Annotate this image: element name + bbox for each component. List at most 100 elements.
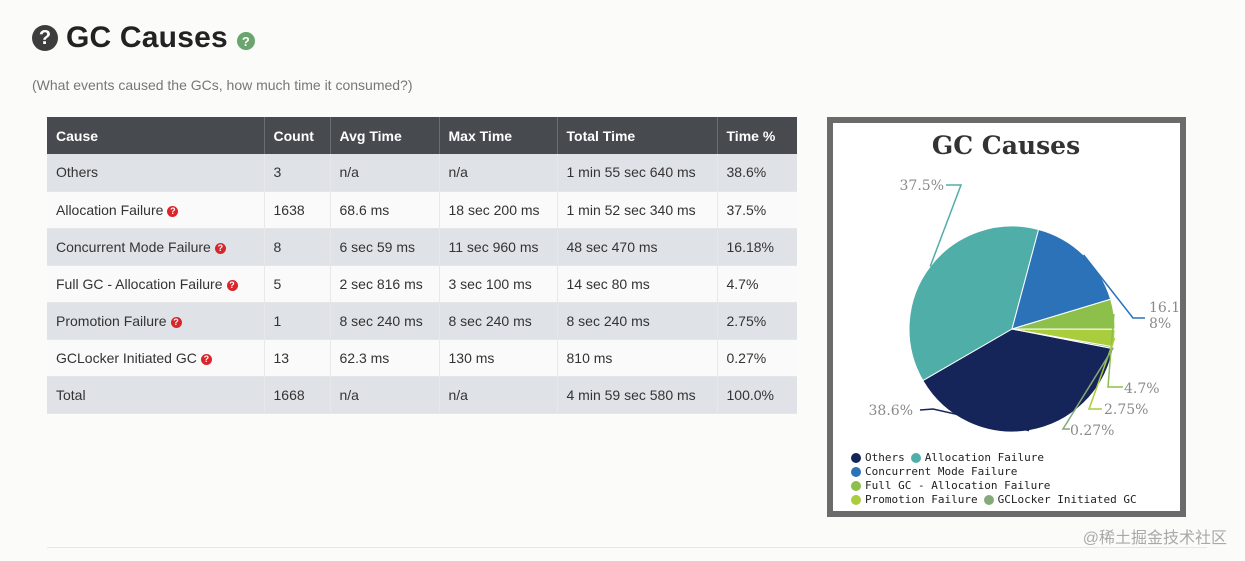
- column-header-total-time: Total Time: [557, 117, 718, 154]
- cell-max-time-text: 130 ms: [448, 349, 495, 366]
- cell-avg-time: n/a: [330, 376, 440, 414]
- table-row: Allocation Failure? 1638 68.6 ms 18 sec 200…: [47, 191, 797, 229]
- legend-swatch: [910, 453, 921, 463]
- cell-count: 1668: [264, 376, 331, 414]
- column-header-count: Count: [264, 117, 331, 154]
- cell-cause: Allocation Failure?: [47, 191, 265, 229]
- legend-item[interactable]: GCLocker Initiated GC: [983, 493, 1137, 507]
- pie-leader-line: [919, 408, 1030, 432]
- cell-max-time: n/a: [439, 154, 558, 192]
- chart-legend: Others Allocation Failure Concurrent Mod…: [851, 451, 1143, 507]
- cell-avg-time-text: 6 sec 59 ms: [339, 238, 415, 255]
- cell-avg-time: n/a: [330, 154, 440, 192]
- help-circle-icon[interactable]: ?: [226, 279, 238, 291]
- legend-label: Promotion Failure: [865, 493, 978, 506]
- watermark: @稀土掘金技术社区: [1082, 530, 1227, 547]
- legend-label: Others: [865, 451, 905, 464]
- legend-label: Full GC - Allocation Failure: [865, 479, 1051, 492]
- pie-data-label: 16.1 8%: [1149, 300, 1180, 332]
- column-header-max-time: Max Time: [439, 117, 558, 154]
- section-header: ? GC Causes ?: [32, 20, 255, 56]
- cell-total-time-text: 1 min 52 sec 340 ms: [566, 201, 696, 218]
- cell-total-time: 4 min 59 sec 580 ms: [557, 376, 718, 414]
- cell-time-percent-text: 4.7%: [726, 275, 759, 292]
- cell-cause: Full GC - Allocation Failure?: [47, 265, 265, 303]
- cell-max-time-text: 3 sec 100 ms: [448, 275, 532, 292]
- cell-time-percent-text: 2.75%: [726, 312, 767, 329]
- cell-total-time: 1 min 52 sec 340 ms: [557, 191, 718, 229]
- cell-total-time-text: 4 min 59 sec 580 ms: [566, 386, 696, 403]
- cell-cause: Promotion Failure?: [47, 302, 265, 340]
- page-subtitle: (What events caused the GCs, how much ti…: [32, 77, 413, 93]
- cell-time-percent: 2.75%: [717, 302, 797, 340]
- legend-row: Others Allocation Failure: [851, 451, 1143, 465]
- cell-cause-text: Total: [56, 386, 86, 403]
- cell-time-percent-text: 38.6%: [726, 164, 767, 181]
- cell-max-time-text: n/a: [448, 164, 468, 181]
- cell-avg-time-text: 2 sec 816 ms: [339, 275, 423, 292]
- cell-avg-time: 2 sec 816 ms: [330, 265, 440, 303]
- legend-label: GCLocker Initiated GC: [997, 493, 1137, 506]
- cell-total-time-text: 8 sec 240 ms: [566, 312, 650, 329]
- cell-max-time: 18 sec 200 ms: [439, 191, 558, 229]
- cell-time-percent-text: 37.5%: [726, 201, 767, 218]
- help-circle-icon[interactable]: ?: [167, 205, 179, 217]
- cell-total-time-text: 1 min 55 sec 640 ms: [566, 164, 696, 181]
- cell-cause-text: Others: [56, 164, 99, 181]
- cell-avg-time-text: 62.3 ms: [339, 349, 390, 366]
- cell-total-time-text: 48 sec 470 ms: [566, 238, 658, 255]
- help-icon[interactable]: ?: [32, 25, 58, 51]
- pie-chart-svg: GC Causes 38.6% 37.5% 16.1 8% 4.7% 2.75% 0.27%: [869, 131, 1180, 439]
- cell-avg-time: 62.3 ms: [330, 339, 440, 377]
- help-circle-icon[interactable]: ?: [200, 353, 212, 365]
- cell-count-text: 8: [273, 238, 282, 255]
- pie-slice[interactable]: [922, 328, 1114, 433]
- legend-swatch: [851, 467, 861, 477]
- cell-time-percent: 100.0%: [717, 376, 797, 414]
- cell-total-time-text: 810 ms: [566, 349, 613, 366]
- table-body: Others 3 n/a n/a 1 min 55 sec 640 ms 38.6% All…: [47, 154, 797, 414]
- cell-time-percent: 38.6%: [717, 154, 797, 192]
- cell-count-text: 3: [273, 164, 282, 181]
- help-circle-icon[interactable]: ?: [170, 316, 182, 328]
- legend-item[interactable]: Promotion Failure: [851, 493, 978, 507]
- cell-time-percent-text: 16.18%: [726, 238, 774, 255]
- legend-item[interactable]: Allocation Failure: [910, 451, 1044, 465]
- cell-cause-text: Allocation Failure: [56, 201, 164, 218]
- cell-max-time: 11 sec 960 ms: [439, 228, 558, 266]
- help-circle-icon[interactable]: ?: [214, 242, 226, 254]
- cell-count-text: 1: [273, 312, 282, 329]
- legend-swatch: [851, 481, 861, 491]
- pie-leader-line: [929, 184, 963, 267]
- legend-item[interactable]: Others: [851, 451, 905, 465]
- pie-leader-line: [1061, 347, 1114, 430]
- cell-avg-time: 6 sec 59 ms: [330, 228, 440, 266]
- cell-total-time: 8 sec 240 ms: [557, 302, 718, 340]
- cell-cause-text: GCLocker Initiated GC: [56, 349, 197, 366]
- column-header-avg-time: Avg Time: [330, 117, 440, 154]
- cell-max-time: 8 sec 240 ms: [439, 302, 558, 340]
- legend-swatch: [851, 453, 861, 463]
- cell-total-time-text: 14 sec 80 ms: [566, 275, 650, 292]
- legend-row: Concurrent Mode Failure: [851, 465, 1143, 479]
- section-divider: [47, 547, 1207, 548]
- pie-slice[interactable]: [908, 225, 1040, 382]
- cell-count-text: 5: [273, 275, 282, 292]
- cell-avg-time-text: 68.6 ms: [339, 201, 390, 218]
- legend-item[interactable]: Concurrent Mode Failure: [851, 465, 1017, 479]
- cell-max-time-text: 18 sec 200 ms: [448, 201, 540, 218]
- legend-swatch: [851, 495, 861, 505]
- cell-avg-time: 68.6 ms: [330, 191, 440, 229]
- table-header-row: Cause Count Avg Time Max Time Total Time…: [47, 117, 797, 154]
- info-icon[interactable]: ?: [236, 32, 255, 50]
- table-row: Total 1668 n/a n/a 4 min 59 sec 580 ms 100.0%: [47, 376, 797, 414]
- cell-total-time: 810 ms: [557, 339, 718, 377]
- cell-count: 1638: [264, 191, 331, 229]
- cell-max-time: 130 ms: [439, 339, 558, 377]
- pie-leader-line: [1107, 314, 1123, 388]
- table-row: Full GC - Allocation Failure? 5 2 sec 816 …: [47, 265, 797, 303]
- cell-total-time: 48 sec 470 ms: [557, 228, 718, 266]
- legend-swatch: [983, 495, 994, 505]
- legend-item[interactable]: Full GC - Allocation Failure: [851, 479, 1050, 493]
- cell-time-percent-text: 100.0%: [726, 386, 774, 403]
